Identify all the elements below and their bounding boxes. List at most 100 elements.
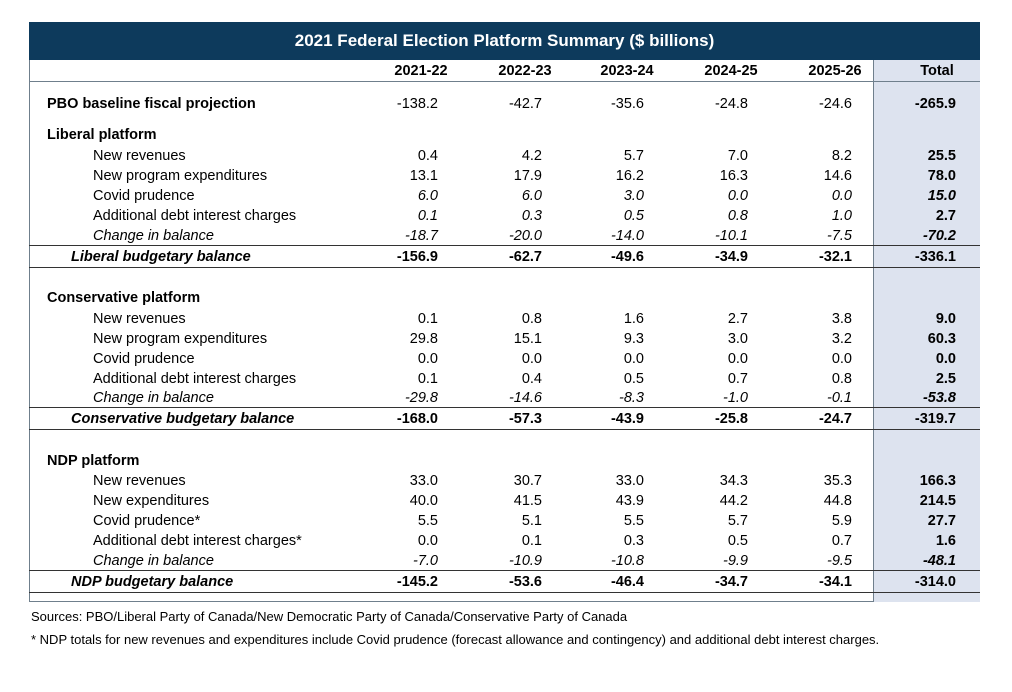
- table-row: New revenues 33.0 30.7 33.0 34.3 35.3 16…: [29, 471, 980, 491]
- column-header: 2024-25: [704, 63, 758, 79]
- cell: 8.2: [831, 148, 852, 164]
- row-divider: [29, 267, 980, 268]
- cell-total: -70.2: [922, 228, 956, 244]
- cell: 17.9: [513, 168, 542, 184]
- balance-row: Conservative budgetary balance -168.0 -5…: [29, 409, 980, 429]
- cell: -14.6: [508, 390, 542, 406]
- cell: 0.3: [521, 208, 542, 224]
- table-row: Additional debt interest charges 0.1 0.4…: [29, 369, 980, 389]
- cell: -34.7: [714, 574, 748, 590]
- sources-note: Sources: PBO/Liberal Party of Canada/New…: [31, 609, 628, 624]
- cell: -32.1: [818, 249, 852, 265]
- cell: -53.6: [508, 574, 542, 590]
- table-row: Covid prudence 6.0 6.0 3.0 0.0 0.0 15.0: [29, 186, 980, 206]
- cell: 6.0: [417, 188, 438, 204]
- cell: -20.0: [508, 228, 542, 244]
- section-heading: Liberal platform: [29, 125, 980, 145]
- cell: 5.9: [831, 513, 852, 529]
- row-divider: [29, 570, 980, 571]
- column-header-total: Total: [920, 63, 954, 79]
- column-header: 2021-22: [394, 63, 448, 79]
- cell: -168.0: [396, 411, 438, 427]
- row-label: Additional debt interest charges: [93, 208, 297, 224]
- cell-total: 214.5: [919, 493, 956, 509]
- section-title: NDP platform: [47, 453, 140, 469]
- cell-total: 15.0: [927, 188, 956, 204]
- cell: 5.7: [623, 148, 644, 164]
- row-label: PBO baseline fiscal projection: [47, 96, 256, 112]
- cell: 16.2: [615, 168, 644, 184]
- cell: 40.0: [409, 493, 438, 509]
- column-header: 2023-24: [600, 63, 654, 79]
- cell: -14.0: [610, 228, 644, 244]
- cell: 0.7: [831, 533, 852, 549]
- cell: 0.0: [521, 351, 542, 367]
- cell: 3.8: [831, 311, 852, 327]
- row-label: Change in balance: [93, 390, 214, 406]
- cell: 33.0: [615, 473, 644, 489]
- row-label: NDP budgetary balance: [71, 574, 234, 590]
- balance-row: NDP budgetary balance -145.2 -53.6 -46.4…: [29, 572, 980, 592]
- row-divider: [29, 592, 980, 593]
- table-row: Additional debt interest charges 0.1 0.3…: [29, 206, 980, 226]
- cell: 5.1: [521, 513, 542, 529]
- header-divider: [29, 81, 980, 82]
- cell-total: -48.1: [922, 553, 956, 569]
- cell: -0.1: [827, 390, 852, 406]
- cell: -34.9: [714, 249, 748, 265]
- row-label: Liberal budgetary balance: [71, 249, 251, 265]
- row-label: Covid prudence: [93, 188, 195, 204]
- cell: 1.0: [831, 208, 852, 224]
- row-label: New revenues: [93, 473, 186, 489]
- cell: 2.7: [727, 311, 748, 327]
- cell: 0.5: [623, 371, 644, 387]
- cell: 1.6: [623, 311, 644, 327]
- cell: 7.0: [727, 148, 748, 164]
- cell: -34.1: [818, 574, 852, 590]
- cell: 14.6: [823, 168, 852, 184]
- table-row: PBO baseline fiscal projection -138.2 -4…: [29, 94, 980, 114]
- cell: -7.5: [827, 228, 852, 244]
- cell: -62.7: [508, 249, 542, 265]
- cell-total: 25.5: [927, 148, 956, 164]
- row-label: New program expenditures: [93, 168, 268, 184]
- table-row: Change in balance -29.8 -14.6 -8.3 -1.0 …: [29, 388, 980, 408]
- cell-total: -314.0: [914, 574, 956, 590]
- cell: 35.3: [823, 473, 852, 489]
- cell: 33.0: [409, 473, 438, 489]
- cell: -29.8: [404, 390, 438, 406]
- table-row: Change in balance -7.0 -10.9 -10.8 -9.9 …: [29, 551, 980, 571]
- column-header-row: 2021-22 2022-23 2023-24 2024-25 2025-26 …: [29, 61, 980, 81]
- cell-total: 0.0: [935, 351, 956, 367]
- cell: 0.1: [417, 371, 438, 387]
- section-title: Liberal platform: [47, 127, 157, 143]
- cell: 29.8: [409, 331, 438, 347]
- cell: -18.7: [404, 228, 438, 244]
- cell-total: -53.8: [922, 390, 956, 406]
- cell: 5.7: [727, 513, 748, 529]
- cell: 0.5: [623, 208, 644, 224]
- section-heading: NDP platform: [29, 451, 980, 471]
- cell: 0.0: [831, 351, 852, 367]
- cell: -49.6: [610, 249, 644, 265]
- cell: 0.1: [417, 208, 438, 224]
- cell: -9.9: [723, 553, 748, 569]
- cell: -1.0: [723, 390, 748, 406]
- row-label: Change in balance: [93, 228, 214, 244]
- cell: 16.3: [719, 168, 748, 184]
- cell: -24.8: [714, 96, 748, 112]
- row-label: Covid prudence*: [93, 513, 201, 529]
- total-column-shade: [873, 60, 980, 602]
- row-label: Change in balance: [93, 553, 214, 569]
- cell-total: 2.5: [935, 371, 956, 387]
- row-divider: [29, 429, 980, 430]
- cell: 0.0: [623, 351, 644, 367]
- cell: 0.3: [623, 533, 644, 549]
- cell: -8.3: [619, 390, 644, 406]
- cell: 44.8: [823, 493, 852, 509]
- cell: -10.1: [714, 228, 748, 244]
- table-row: Covid prudence 0.0 0.0 0.0 0.0 0.0 0.0: [29, 349, 980, 369]
- row-label: Additional debt interest charges: [93, 371, 297, 387]
- cell: 0.5: [727, 533, 748, 549]
- cell: 5.5: [623, 513, 644, 529]
